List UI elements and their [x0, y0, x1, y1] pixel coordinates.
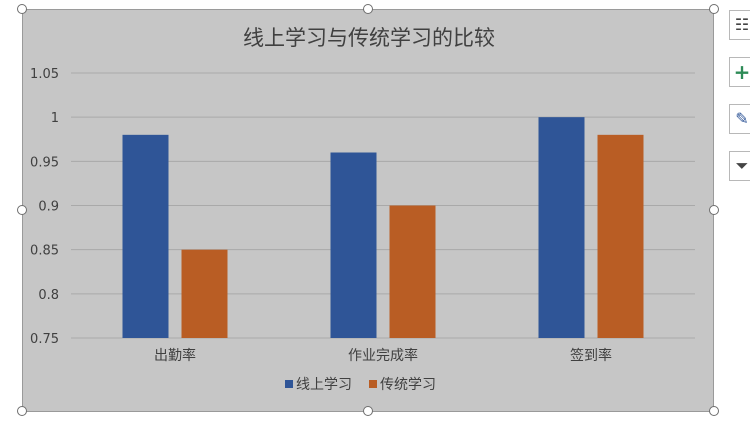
resize-handle-bottom-left[interactable]	[17, 406, 27, 416]
resize-handle-top-right[interactable]	[709, 4, 719, 14]
bar-online	[538, 117, 585, 339]
chart-elements-button[interactable]: +	[729, 57, 750, 87]
bar-online	[122, 134, 169, 338]
bar-traditional	[181, 249, 228, 338]
y-tick-label: 0.75	[30, 332, 59, 347]
resize-handle-bottom-center[interactable]	[363, 406, 373, 416]
resize-handle-middle-left[interactable]	[17, 205, 27, 215]
y-tick-label: 0.95	[30, 155, 59, 170]
chart-filters-button[interactable]: ⏷	[729, 151, 750, 181]
resize-handle-middle-right[interactable]	[709, 205, 719, 215]
y-tick-label: 1	[51, 111, 59, 126]
x-tick-label: 签到率	[570, 347, 612, 364]
y-tick-label: 0.8	[38, 288, 59, 303]
y-tick-label: 0.9	[38, 200, 59, 215]
bar-online	[330, 152, 377, 338]
filter-icon: ⏷	[735, 156, 749, 175]
chart-layout-button[interactable]: ☷	[729, 10, 750, 40]
brush-icon: ✎	[735, 109, 749, 128]
x-tick-label: 作业完成率	[348, 347, 418, 364]
resize-handle-bottom-right[interactable]	[709, 406, 719, 416]
plus-icon: +	[733, 60, 750, 84]
legend-label: 线上学习	[296, 377, 352, 393]
resize-handle-top-center[interactable]	[363, 4, 373, 14]
legend-swatch	[285, 380, 293, 388]
y-tick-label: 0.85	[30, 244, 59, 259]
y-tick-label: 1.05	[30, 67, 59, 82]
chart-area[interactable]: 线上学习与传统学习的比较 0.75 0.8 0.85 0.9 0.95 1 1.05 出勤率 作业…	[22, 9, 714, 412]
bar-chart: 线上学习与传统学习的比较 0.75 0.8 0.85 0.9 0.95 1 1.05 出勤率 作业…	[30, 26, 695, 393]
bar-traditional	[597, 134, 644, 338]
legend-swatch	[369, 380, 377, 388]
chart-layout-icon: ☷	[734, 15, 750, 34]
x-tick-label: 出勤率	[154, 347, 196, 364]
bar-traditional	[389, 205, 436, 338]
legend-label: 传统学习	[380, 377, 436, 393]
resize-handle-top-left[interactable]	[17, 4, 27, 14]
chart-title: 线上学习与传统学习的比较	[243, 26, 495, 50]
chart-styles-button[interactable]: ✎	[729, 104, 750, 134]
